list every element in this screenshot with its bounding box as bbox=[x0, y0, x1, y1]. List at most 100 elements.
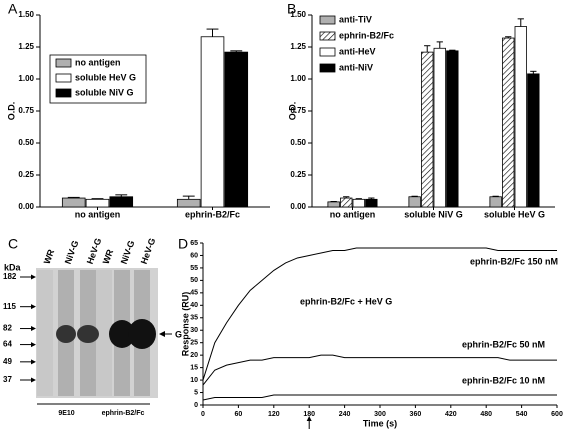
y-tick-label: 0 bbox=[194, 402, 198, 409]
band-arrowhead bbox=[159, 331, 165, 337]
x-tick-label: 420 bbox=[445, 411, 457, 418]
band-label: G bbox=[175, 329, 182, 339]
panel-letter: C bbox=[8, 236, 18, 252]
x-tick-label: no antigen bbox=[75, 209, 121, 219]
band bbox=[109, 320, 135, 348]
y-tick-label: 65 bbox=[190, 240, 198, 247]
bar bbox=[176, 198, 201, 208]
error-bar bbox=[355, 198, 362, 200]
marker-label: 115 bbox=[3, 302, 16, 311]
x-tick-label: 180 bbox=[303, 411, 315, 418]
bar bbox=[421, 51, 434, 208]
error-bar bbox=[424, 45, 431, 53]
y-tick-label: 20 bbox=[190, 352, 198, 359]
x-tick-label: 0 bbox=[201, 411, 205, 418]
error-bar bbox=[67, 196, 80, 199]
legend-swatch bbox=[319, 31, 336, 41]
error-bar bbox=[517, 18, 524, 27]
bar bbox=[365, 198, 378, 208]
legend-swatch bbox=[319, 63, 336, 73]
y-tick-label: 40 bbox=[190, 302, 198, 309]
legend-label: anti-TiV bbox=[339, 14, 372, 24]
lane-label: HeV-G bbox=[139, 237, 158, 266]
bar bbox=[109, 196, 134, 208]
marker-arrowhead bbox=[31, 274, 36, 280]
series-label: ephrin-B2/Fc 50 nM bbox=[462, 339, 545, 349]
unit-label: kDa bbox=[4, 262, 22, 272]
x-tick-label: soluble HeV G bbox=[484, 209, 545, 219]
error-bar bbox=[343, 196, 350, 199]
lane-label: NiV-G bbox=[119, 239, 137, 265]
panel-letter: D bbox=[178, 236, 188, 252]
y-tick-label: 35 bbox=[190, 315, 198, 322]
error-bar bbox=[182, 195, 195, 200]
x-tick-label: 360 bbox=[410, 411, 422, 418]
error-bar bbox=[505, 36, 512, 39]
x-tick-label: 480 bbox=[480, 411, 492, 418]
series-label: ephrin-B2/Fc 150 nM bbox=[470, 256, 558, 266]
bar bbox=[446, 50, 459, 208]
y-tick-label: 25 bbox=[190, 340, 198, 347]
legend-swatch bbox=[319, 47, 336, 57]
y-tick-label: 1.25 bbox=[290, 42, 306, 51]
x-tick-label: 60 bbox=[235, 411, 243, 418]
bar bbox=[489, 196, 502, 208]
y-tick-label: 5 bbox=[194, 389, 198, 396]
y-axis-label: O.D. bbox=[287, 102, 297, 121]
y-tick-label: 45 bbox=[190, 290, 198, 297]
y-tick-label: 0.75 bbox=[290, 106, 306, 115]
x-tick-label: no antigen bbox=[330, 209, 376, 219]
group-label: ephrin-B2/Fc bbox=[102, 410, 145, 417]
x-tick-label: soluble NiV G bbox=[404, 209, 463, 219]
y-tick-label: 15 bbox=[190, 364, 198, 371]
x-tick-label: 300 bbox=[374, 411, 386, 418]
bar bbox=[502, 37, 515, 208]
legend-label: soluble HeV G bbox=[75, 72, 136, 82]
y-tick-label: 55 bbox=[190, 265, 198, 272]
bar bbox=[85, 198, 110, 208]
y-tick-label: 1.25 bbox=[18, 42, 34, 51]
panel-letter: A bbox=[8, 1, 18, 17]
bar bbox=[340, 197, 353, 208]
y-tick-label: 60 bbox=[190, 252, 198, 259]
x-tick-label: 240 bbox=[339, 411, 351, 418]
marker-label: 37 bbox=[3, 375, 12, 384]
error-bar bbox=[91, 198, 104, 200]
error-bar bbox=[411, 195, 418, 197]
x-tick-label: 120 bbox=[268, 411, 280, 418]
y-axis-label: Response (RU) bbox=[180, 292, 190, 357]
bar bbox=[224, 51, 249, 208]
y-axis-label: O.D. bbox=[6, 102, 16, 121]
bar bbox=[327, 201, 340, 208]
bar bbox=[200, 36, 225, 208]
lane-label: NiV-G bbox=[63, 239, 81, 265]
band bbox=[128, 319, 156, 349]
annotation: ephrin-B2/Fc + HeV G bbox=[300, 296, 392, 306]
marker-arrowhead bbox=[31, 359, 36, 365]
error-bar bbox=[492, 195, 499, 197]
y-tick-label: 0.50 bbox=[290, 138, 306, 147]
legend-label: no antigen bbox=[75, 57, 121, 67]
legend-swatch bbox=[55, 88, 72, 98]
legend-swatch bbox=[55, 58, 72, 68]
bar bbox=[433, 47, 446, 208]
marker-arrowhead bbox=[31, 377, 36, 383]
bar bbox=[514, 26, 527, 208]
legend-swatch bbox=[55, 73, 72, 83]
y-tick-label: 1.50 bbox=[290, 10, 306, 19]
y-tick-label: 0.50 bbox=[18, 138, 34, 147]
x-tick-label: ephrin-B2/Fc bbox=[185, 209, 240, 219]
injection-arrowhead bbox=[306, 416, 312, 421]
marker-label: 64 bbox=[3, 340, 12, 349]
bar bbox=[61, 197, 86, 208]
y-tick-label: 1.00 bbox=[290, 74, 306, 83]
error-bar bbox=[530, 70, 537, 74]
sensorgram bbox=[202, 247, 557, 381]
sensorgram bbox=[202, 354, 557, 386]
error-bar bbox=[115, 194, 128, 197]
legend-label: anti-HeV bbox=[339, 46, 376, 56]
error-bar bbox=[206, 28, 219, 37]
marker-label: 49 bbox=[3, 357, 12, 366]
marker-arrowhead bbox=[31, 326, 36, 332]
